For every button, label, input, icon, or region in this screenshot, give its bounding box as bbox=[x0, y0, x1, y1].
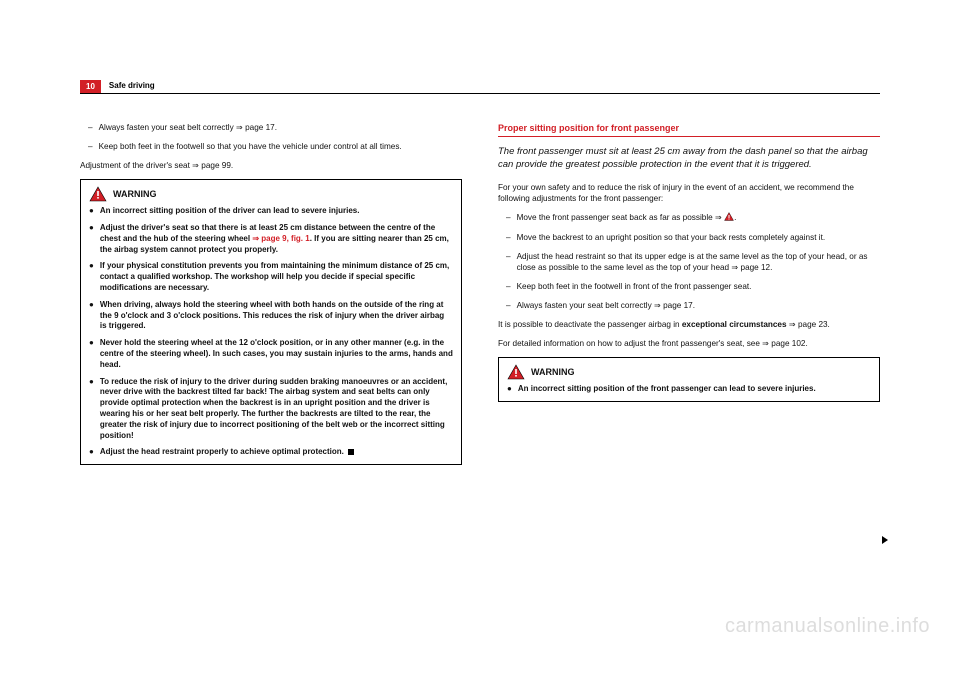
warning-header: WARNING bbox=[89, 186, 453, 202]
warning-list: ●An incorrect sitting position of the fr… bbox=[507, 384, 871, 395]
page-header: 10 Safe driving bbox=[80, 80, 880, 94]
list-item: – Move the front passenger seat back as … bbox=[498, 212, 880, 224]
warning-item: To reduce the risk of injury to the driv… bbox=[100, 377, 453, 442]
paragraph: Adjustment of the driver's seat ⇒ page 9… bbox=[80, 160, 462, 171]
dash-marker: – bbox=[506, 212, 511, 224]
list-text: Move the front passenger seat back as fa… bbox=[517, 212, 880, 224]
list-item: – Keep both feet in the footwell in fron… bbox=[498, 281, 880, 292]
left-column: – Always fasten your seat belt correctly… bbox=[80, 122, 462, 465]
list-text: Move the backrest to an upright position… bbox=[517, 232, 880, 243]
intro-paragraph: The front passenger must sit at least 25… bbox=[498, 145, 880, 172]
warning-label: WARNING bbox=[113, 188, 157, 200]
warning-item: Adjust the head restraint properly to ac… bbox=[100, 447, 453, 458]
list-item: – Adjust the head restraint so that its … bbox=[498, 251, 880, 273]
warning-triangle-icon bbox=[507, 364, 525, 380]
dash-marker: – bbox=[506, 281, 511, 292]
section-title: Safe driving bbox=[109, 81, 155, 92]
paragraph: It is possible to deactivate the passeng… bbox=[498, 319, 880, 330]
warning-box: WARNING ●An incorrect sitting position o… bbox=[498, 357, 880, 402]
list-text: Always fasten your seat belt correctly ⇒… bbox=[517, 300, 880, 311]
list-item: – Move the backrest to an upright positi… bbox=[498, 232, 880, 243]
warning-triangle-icon bbox=[89, 186, 107, 202]
warning-triangle-icon bbox=[724, 212, 734, 224]
continue-arrow-icon bbox=[880, 532, 890, 550]
warning-header: WARNING bbox=[507, 364, 871, 380]
dash-marker: – bbox=[88, 122, 93, 133]
content-columns: – Always fasten your seat belt correctly… bbox=[80, 122, 880, 465]
warning-item: Never hold the steering wheel at the 12 … bbox=[100, 338, 453, 370]
paragraph: For your own safety and to reduce the ri… bbox=[498, 182, 880, 204]
list-text: Always fasten your seat belt correctly ⇒… bbox=[99, 122, 462, 133]
warning-item: If your physical constitution prevents y… bbox=[100, 261, 453, 293]
dash-marker: – bbox=[88, 141, 93, 152]
subsection-heading: Proper sitting position for front passen… bbox=[498, 122, 880, 137]
page-reference: ⇒ page 9, fig. 1 bbox=[252, 234, 309, 243]
warning-item: An incorrect sitting position of the dri… bbox=[100, 206, 453, 217]
dash-marker: – bbox=[506, 251, 511, 273]
paragraph: For detailed information on how to adjus… bbox=[498, 338, 880, 349]
end-marker-icon bbox=[348, 449, 354, 455]
list-item: – Always fasten your seat belt correctly… bbox=[498, 300, 880, 311]
dash-marker: – bbox=[506, 300, 511, 311]
warning-item: An incorrect sitting position of the fro… bbox=[518, 384, 871, 395]
list-text: Keep both feet in the footwell so that y… bbox=[99, 141, 462, 152]
manual-page: 10 Safe driving – Always fasten your sea… bbox=[0, 0, 960, 678]
list-item: – Always fasten your seat belt correctly… bbox=[80, 122, 462, 133]
list-item: – Keep both feet in the footwell so that… bbox=[80, 141, 462, 152]
list-text: Adjust the head restraint so that its up… bbox=[517, 251, 880, 273]
list-text: Keep both feet in the footwell in front … bbox=[517, 281, 880, 292]
page-number-badge: 10 bbox=[80, 80, 101, 93]
warning-label: WARNING bbox=[531, 366, 575, 378]
watermark-text: carmanualsonline.info bbox=[725, 615, 930, 638]
warning-item: Adjust the driver's seat so that there i… bbox=[100, 223, 453, 255]
right-column: Proper sitting position for front passen… bbox=[498, 122, 880, 465]
warning-box: WARNING ●An incorrect sitting position o… bbox=[80, 179, 462, 465]
warning-list: ●An incorrect sitting position of the dr… bbox=[89, 206, 453, 458]
warning-item: When driving, always hold the steering w… bbox=[100, 300, 453, 332]
dash-marker: – bbox=[506, 232, 511, 243]
